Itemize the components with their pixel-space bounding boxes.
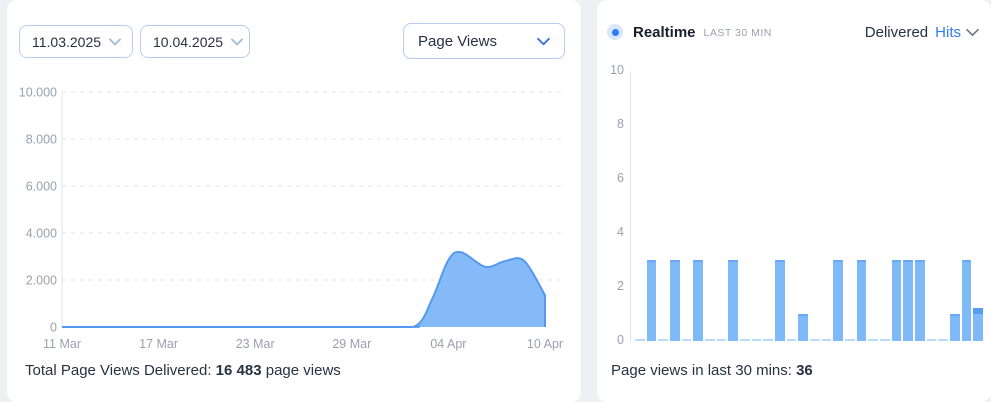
area-series-line [62, 250, 546, 329]
date-to-value: 10.04.2025 [153, 33, 224, 50]
y-axis-label: 4.000 [26, 227, 57, 241]
date-to-picker[interactable]: 10.04.2025 [140, 25, 250, 58]
realtime-subtitle: LAST 30 MIN [703, 27, 772, 39]
minute-bar-zero [821, 339, 832, 341]
y-axis-label: 2.000 [26, 274, 57, 288]
total-page-views-summary: Total Page Views Delivered: 16 483 page … [25, 362, 341, 379]
minute-bar [903, 260, 914, 341]
x-axis-label: 04 Apr [430, 337, 466, 351]
x-axis-label: 17 Mar [139, 337, 178, 351]
metric-dropdown[interactable]: Page Views [403, 23, 565, 59]
chevron-down-icon [537, 37, 550, 45]
page-views-panel: 11.03.2025 10.04.2025 Page Views 10.000 8… [7, 0, 581, 402]
minute-bar-zero [938, 339, 949, 341]
realtime-bar-chart: 10 8 6 4 2 0 [597, 0, 991, 360]
realtime-bars [635, 255, 984, 341]
minute-bar [856, 260, 867, 341]
minute-bar-zero [740, 339, 750, 341]
minute-bar-zero [926, 339, 937, 341]
realtime-y-axis-line [630, 71, 631, 342]
x-axis-label: 29 Mar [332, 337, 371, 351]
realtime-title: Realtime [633, 23, 696, 41]
minute-bar-zero [716, 339, 727, 341]
x-axis-label: 10 Apr [527, 337, 563, 351]
page-views-area-chart: 10.000 8.000 6.000 4.000 2.000 0 11 Mar 17 Mar 2… [19, 86, 565, 351]
minute-bar [670, 260, 680, 341]
x-axis-label: 23 Mar [236, 337, 275, 351]
y-axis-label: 0 [50, 321, 57, 335]
minute-bar-zero [880, 339, 890, 341]
minute-bar [891, 260, 902, 341]
minute-bar-zero [681, 339, 692, 341]
minute-bar-zero [763, 339, 774, 341]
minute-bar-zero [658, 339, 669, 341]
minute-bar [728, 260, 739, 341]
chevron-down-icon [231, 38, 243, 45]
minute-bar [693, 260, 704, 341]
y-axis-label: 8 [617, 117, 624, 131]
minute-bar-zero [705, 339, 715, 341]
toggle-delivered[interactable]: Delivered [864, 23, 929, 41]
summary-value: 16 483 [215, 362, 262, 379]
minute-bar [973, 308, 984, 341]
toggle-hits[interactable]: Hits [935, 23, 961, 41]
x-axis-label: 11 Mar [43, 337, 81, 351]
chevron-down-icon [109, 38, 121, 45]
metric-dropdown-value: Page Views [418, 32, 497, 50]
summary-prefix: Page views in last 30 mins: [611, 362, 797, 379]
date-from-picker[interactable]: 11.03.2025 [19, 25, 133, 58]
chevron-down-icon[interactable] [966, 28, 979, 37]
minute-bar [915, 260, 925, 341]
y-axis-label: 6.000 [26, 180, 57, 194]
minute-bar [646, 260, 657, 341]
minute-bar-zero [786, 339, 797, 341]
live-indicator-icon [607, 24, 623, 40]
realtime-summary: Page views in last 30 mins: 36 [611, 362, 813, 379]
y-axis-label: 0 [617, 333, 624, 347]
minute-bar-zero [810, 339, 820, 341]
minute-bar [961, 260, 972, 341]
y-axis-label: 8.000 [26, 133, 57, 147]
minute-bar [833, 260, 844, 341]
summary-prefix: Total Page Views Delivered: [25, 362, 216, 379]
minute-bar [775, 260, 785, 341]
y-axis-label: 10.000 [19, 86, 57, 100]
area-series-fill [62, 251, 545, 327]
y-axis-label: 10 [610, 63, 624, 77]
minute-bar-zero [635, 339, 645, 341]
summary-value: 36 [796, 362, 813, 379]
minute-bar-zero [868, 339, 879, 341]
y-axis-label: 6 [617, 171, 624, 185]
realtime-header: Realtime LAST 30 MIN Delivered Hits [607, 22, 979, 42]
current-minute-cap [973, 308, 984, 314]
realtime-panel: Realtime LAST 30 MIN Delivered Hits 10 8 6… [597, 0, 991, 402]
summary-suffix: page views [261, 362, 341, 379]
y-axis-label: 2 [617, 279, 624, 293]
minute-bar-zero [845, 339, 855, 341]
minute-bar [798, 314, 809, 341]
date-from-value: 11.03.2025 [32, 33, 102, 50]
minute-bar-zero [751, 339, 762, 341]
minute-bar [950, 314, 960, 341]
y-axis-label: 4 [617, 225, 624, 239]
